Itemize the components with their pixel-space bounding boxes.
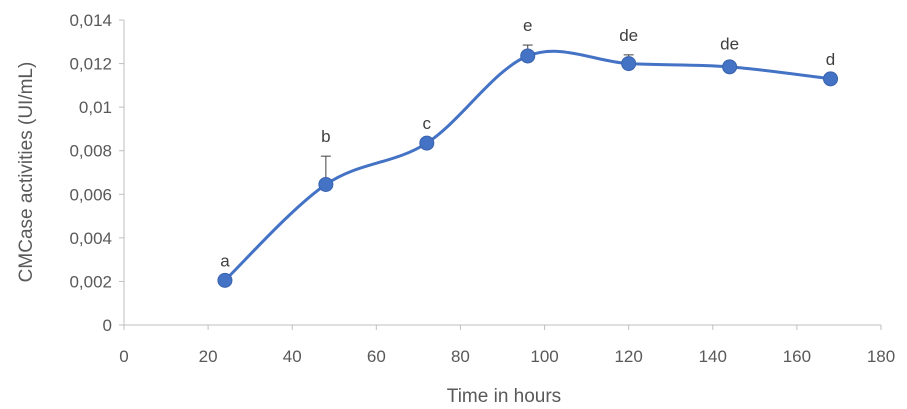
data-point	[520, 48, 536, 64]
data-label: de	[720, 35, 739, 54]
y-tick-label: 0,004	[69, 229, 112, 248]
x-tick-label: 0	[119, 347, 128, 366]
x-tick-label: 120	[614, 347, 642, 366]
x-tick-label: 60	[367, 347, 386, 366]
x-tick-label: 160	[783, 347, 811, 366]
y-axis-title: CMCase activities (UI/mL)	[16, 62, 37, 283]
y-tick-label: 0,01	[79, 98, 112, 117]
data-label: d	[826, 50, 835, 69]
y-tick-label: 0,014	[69, 11, 112, 30]
data-label: c	[423, 114, 432, 133]
y-tick-label: 0,008	[69, 142, 112, 161]
axes-layer	[123, 20, 881, 326]
x-axis-title: Time in hours	[447, 386, 561, 407]
data-point	[419, 135, 435, 151]
labels-layer: a b c e de de d	[220, 16, 835, 270]
data-label: e	[523, 16, 532, 35]
y-tick-label: 0,012	[69, 55, 112, 74]
x-tick-label: 40	[283, 347, 302, 366]
data-label: de	[619, 26, 638, 45]
data-point	[823, 71, 839, 87]
series-layer	[217, 44, 839, 288]
x-tick-label: 20	[199, 347, 218, 366]
x-tick-label: 80	[451, 347, 470, 366]
data-point	[318, 176, 334, 192]
data-point	[621, 56, 637, 72]
y-tick-label: 0,002	[69, 272, 112, 291]
data-label: b	[321, 127, 330, 146]
ticks-layer: 0 0,002 0,004 0,006 0,008 0,01 0,012 0,014 0 20 40…	[69, 11, 895, 366]
x-tick-label: 180	[867, 347, 895, 366]
data-point	[722, 59, 738, 75]
y-tick-label: 0	[103, 316, 112, 335]
x-tick-label: 140	[699, 347, 727, 366]
x-tick-label: 100	[530, 347, 558, 366]
data-point	[217, 272, 233, 288]
series-line	[223, 49, 831, 282]
y-tick-label: 0,006	[69, 185, 112, 204]
data-label: a	[220, 251, 230, 270]
